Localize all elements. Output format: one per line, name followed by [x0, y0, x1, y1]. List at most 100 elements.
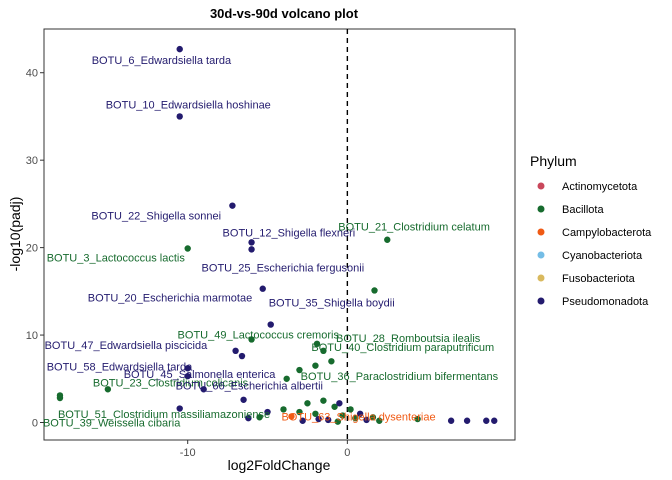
- data-point: [176, 113, 183, 120]
- x-axis: -10 0: [180, 440, 350, 459]
- legend-key: [537, 228, 545, 236]
- data-point: [331, 403, 338, 410]
- data-point: [238, 352, 246, 360]
- point-label: BOTU_49_Lactococcus cremoris: [178, 329, 340, 341]
- legend-item-label: Cyanobacteriota: [562, 250, 643, 262]
- point-label: BOTU_40_Clostridium paraputrificum: [311, 342, 494, 354]
- point-label: BOTU_10_Edwardsiella hoshinae: [106, 99, 271, 111]
- data-point: [288, 413, 295, 420]
- data-point: [248, 239, 255, 246]
- x-tick-label: 0: [344, 447, 350, 459]
- legend-key: [537, 205, 545, 213]
- point-label: BOTU_58_Edwardsiella tarda: [47, 361, 193, 373]
- point-label: BOTU_3_Lactococcus lactis: [47, 252, 186, 264]
- point-label: BOTU_51_Clostridium massiliamazoniense: [58, 409, 270, 421]
- data-point: [299, 417, 306, 424]
- point-label: BOTU_39_Weissella cibaria: [43, 417, 181, 429]
- y-axis-label: -log10(padj): [7, 197, 23, 272]
- legend-key: [537, 182, 545, 190]
- x-axis-label: log2FoldChange: [228, 457, 331, 473]
- data-point: [369, 414, 377, 421]
- data-point: [447, 417, 455, 424]
- data-point: [320, 347, 327, 355]
- data-point: [320, 397, 327, 404]
- data-point: [491, 417, 498, 424]
- data-point: [176, 405, 183, 412]
- legend-item-label: Campylobacterota: [562, 227, 652, 239]
- point-label: BOTU_28_Romboutsia ilealis: [336, 333, 481, 345]
- legend-item-label: Pseudomonadota: [562, 296, 649, 308]
- data-point: [104, 386, 112, 393]
- y-tick-label: 30: [26, 155, 38, 167]
- data-point: [414, 415, 421, 423]
- point-label: BOTU_20_Escherichia marmotae: [88, 293, 252, 305]
- data-point: [313, 340, 321, 348]
- data-point: [312, 410, 319, 417]
- point-label: BOTU_6_Edwardsiella tarda: [92, 55, 232, 67]
- data-point: [184, 365, 191, 372]
- chart-title: 30d-vs-90d volcano plot: [210, 6, 359, 21]
- data-point: [336, 400, 343, 407]
- data-points: [56, 45, 498, 425]
- data-point: [296, 408, 303, 416]
- data-point: [232, 347, 239, 355]
- plot-panel: [43, 28, 516, 441]
- point-label: BOTU_22_Shigella sonnei: [91, 211, 221, 223]
- data-point: [264, 408, 271, 416]
- y-tick-label: 0: [32, 418, 38, 430]
- point-label: BOTU_25_Escherichia fergusonii: [202, 262, 365, 274]
- legend-key: [537, 297, 545, 305]
- point-label: BOTU_36_Paraclostridium bifermentans: [301, 371, 499, 383]
- data-point: [363, 416, 370, 424]
- legend-title: Phylum: [530, 153, 577, 169]
- legend-key: [537, 274, 545, 282]
- legend-key: [537, 251, 545, 259]
- y-tick-label: 10: [26, 330, 38, 342]
- data-point: [176, 45, 183, 53]
- point-label: BOTU_35_Shigella boydii: [269, 298, 395, 310]
- data-point: [312, 362, 319, 369]
- data-point: [240, 396, 247, 403]
- point-label: BOTU_23_Clostridium colicanis: [93, 377, 249, 389]
- data-point: [328, 358, 335, 365]
- data-point: [296, 366, 303, 374]
- data-point: [245, 414, 252, 422]
- data-point: [324, 416, 332, 424]
- data-point: [200, 386, 207, 393]
- data-point: [483, 417, 490, 424]
- data-point: [352, 414, 359, 422]
- data-point: [184, 245, 191, 252]
- data-point: [376, 417, 383, 424]
- x-tick-label: -10: [180, 447, 196, 459]
- data-point: [283, 375, 290, 382]
- data-point: [339, 412, 346, 419]
- data-point: [384, 236, 391, 243]
- data-point: [229, 202, 236, 209]
- data-point: [356, 410, 364, 417]
- data-point: [280, 406, 287, 413]
- legend: Phylum Actinomycetota Bacillota Campylobac…: [530, 153, 652, 308]
- y-tick-label: 40: [26, 68, 38, 80]
- data-point: [256, 414, 263, 421]
- data-point: [371, 287, 378, 294]
- y-axis: 0 10 20 30 40: [26, 68, 44, 430]
- data-point: [248, 336, 255, 343]
- data-point: [334, 418, 341, 425]
- legend-item-label: Fusobacteriota: [562, 273, 636, 285]
- legend-item-label: Bacillota: [562, 204, 604, 216]
- point-label: BOTU_66_Escherichia albertii: [176, 380, 323, 392]
- data-point: [347, 406, 354, 413]
- data-point: [56, 392, 64, 399]
- point-label: BOTU_47_Edwardsiella piscicida: [45, 340, 209, 352]
- data-point: [259, 285, 266, 292]
- legend-item-label: Actinomycetota: [562, 181, 638, 193]
- data-point: [248, 246, 255, 253]
- point-label: BOTU_12_Shigella flexneri: [223, 227, 356, 239]
- point-labels: BOTU_6_Edwardsiella tarda BOTU_10_Edwards…: [43, 55, 499, 429]
- point-label: BOTU_45_Salmonella enterica: [124, 369, 277, 381]
- data-point: [304, 400, 311, 407]
- y-tick-label: 20: [26, 243, 38, 255]
- point-label: BOTU_63_Shigella dysenteriae: [281, 411, 435, 423]
- data-point: [315, 415, 322, 423]
